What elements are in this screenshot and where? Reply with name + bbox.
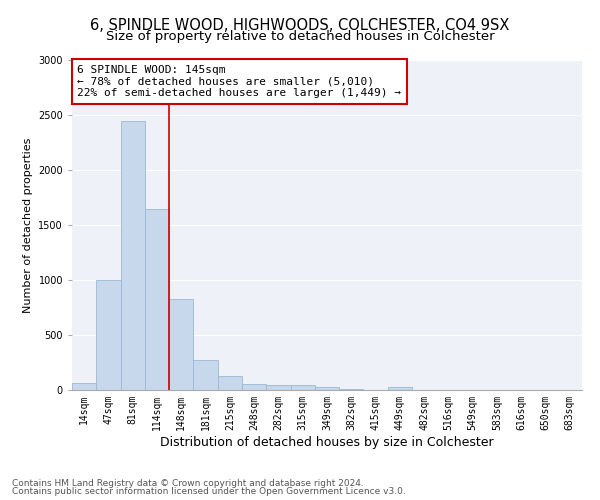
Bar	[121, 120, 145, 390]
Text: Size of property relative to detached houses in Colchester: Size of property relative to detached ho…	[106, 30, 494, 43]
X-axis label: Distribution of detached houses by size in Colchester: Distribution of detached houses by size …	[160, 436, 494, 448]
Bar	[290, 384, 315, 390]
Bar	[193, 360, 218, 390]
Bar	[218, 376, 242, 390]
Text: Contains HM Land Registry data © Crown copyright and database right 2024.: Contains HM Land Registry data © Crown c…	[12, 478, 364, 488]
Bar	[169, 298, 193, 390]
Y-axis label: Number of detached properties: Number of detached properties	[23, 138, 32, 312]
Text: 6, SPINDLE WOOD, HIGHWOODS, COLCHESTER, CO4 9SX: 6, SPINDLE WOOD, HIGHWOODS, COLCHESTER, …	[91, 18, 509, 32]
Bar	[315, 386, 339, 390]
Bar	[266, 385, 290, 390]
Bar	[145, 208, 169, 390]
Bar	[339, 389, 364, 390]
Bar	[242, 384, 266, 390]
Bar	[96, 280, 121, 390]
Text: Contains public sector information licensed under the Open Government Licence v3: Contains public sector information licen…	[12, 487, 406, 496]
Bar	[388, 386, 412, 390]
Text: 6 SPINDLE WOOD: 145sqm
← 78% of detached houses are smaller (5,010)
22% of semi-: 6 SPINDLE WOOD: 145sqm ← 78% of detached…	[77, 65, 401, 98]
Bar	[72, 384, 96, 390]
